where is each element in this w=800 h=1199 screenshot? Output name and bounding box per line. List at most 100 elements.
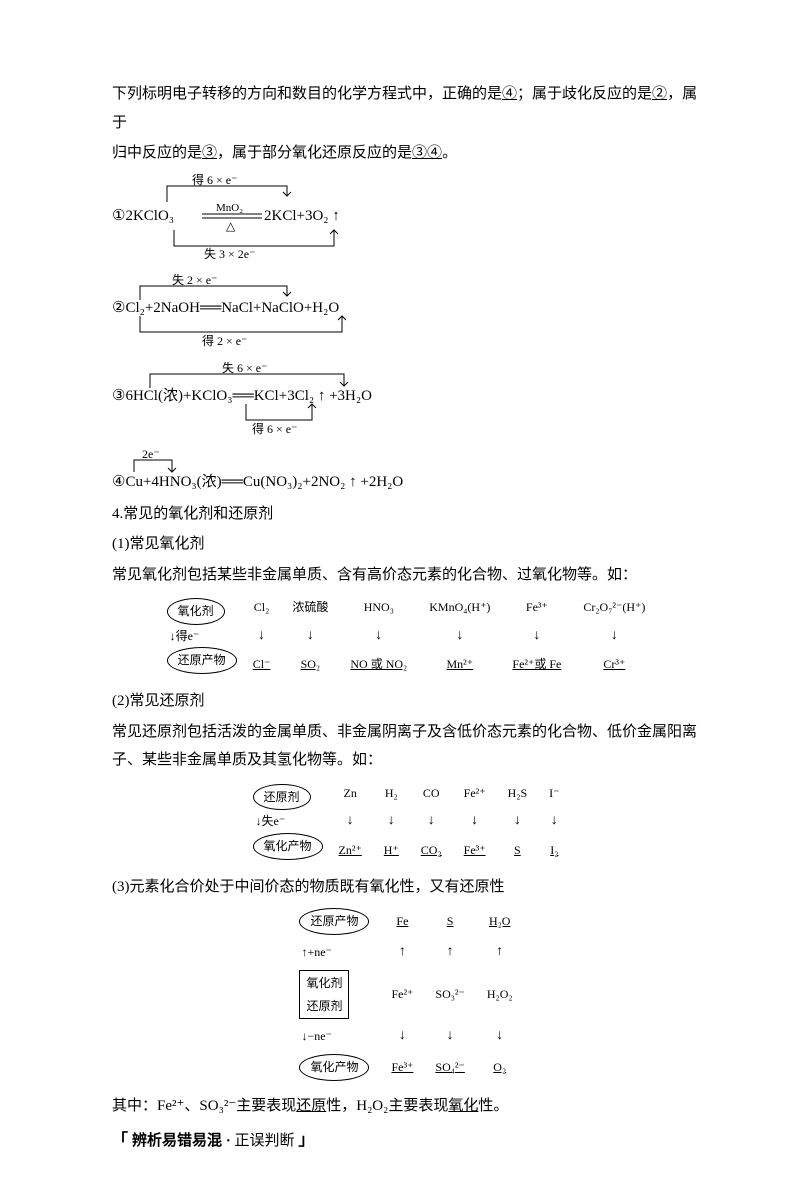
text: 。 [442,145,457,161]
cell: Fe²⁺或 Fe [502,652,571,677]
cell: SO₃²⁻ [425,969,474,1021]
eq4-svg: 2e⁻ ④Cu+4HNO₃(浓)══Cu(NO₃)₂+2NO₂ ↑ +2H₂O [112,450,512,494]
cell: Fe²⁺ [381,969,423,1021]
cell: Zn [329,781,372,806]
eq3-formula: ③6HCl(浓)+KClO₃══KCl+3Cl₂ ↑ +3H₂O [112,387,372,404]
equation-2: 失 2 × e⁻ ②Cl₂+2NaOH══NaCl+NaClO+H₂O 得 2 … [112,274,700,348]
oxidizer-table: 氧化剂 ↓得e⁻ 还原产物 Cl₂ 浓硫酸 HNO₃ KMnO₄(H⁺) Fe³… [112,593,700,679]
side-label: +ne⁻ [307,945,331,959]
oval-label: 还原产物 [167,647,237,674]
footer-rest: 正误判断 [235,1133,295,1149]
eq1-heat: △ [226,219,236,233]
cell: Mn²⁺ [419,652,500,677]
cell: KMnO₄(H⁺) [419,595,500,620]
cell: H₂O [477,907,523,936]
cell: S [425,907,474,936]
intro-line-1: 下列标明电子转移的方向和数目的化学方程式中，正确的是④；属于歧化反应的是②，属于 [112,80,700,137]
section-4-title: 4.常见的氧化剂和还原剂 [112,500,700,529]
cell: Fe³⁺ [381,1053,423,1082]
side-label: 失e⁻ [262,814,286,828]
cell: Fe [381,907,423,936]
footer-strong: 辨析易错易混 [132,1132,222,1149]
oval-label: 还原剂 [253,784,311,811]
cell: CO₂ [411,838,452,863]
eq2-svg: 失 2 × e⁻ ②Cl₂+2NaOH══NaCl+NaClO+H₂O 得 2 … [112,274,432,348]
cell: I₂ [539,838,569,863]
cell: Cr³⁺ [573,652,655,677]
oval-label: 氧化剂 [167,598,225,625]
answer-3: ③ [202,145,217,161]
cell: SO₂ [282,652,338,677]
cell: Fe³⁺ [454,838,496,863]
footer-dot: · [226,1133,235,1149]
text: 下列标明电子转移的方向和数目的化学方程式中，正确的是 [112,86,502,102]
eq1-top-label: 得 6 × e⁻ [192,174,237,187]
oval-label: 还原产物 [299,908,369,935]
intermediate-table: 还原产物 Fe S H₂O ↑+ne⁻ ↑↑↑ 氧化剂 还原剂 Fe²⁺ SO₃… [112,905,700,1083]
subsection-2-body: 常见还原剂包括活泼的金属单质、非金属阴离子及含低价态元素的化合物、低价金属阳离子… [112,718,700,775]
cell: H₂S [498,781,538,806]
subsection-1-title: (1)常见氧化剂 [112,530,700,559]
text: 归中反应的是 [112,145,202,161]
cell: H₂ [374,781,409,806]
oval-label: 氧化产物 [253,833,323,860]
cell: Cr₂O₇²⁻(H⁺) [573,595,655,620]
cell: CO [411,781,452,806]
eq3-bottom-label: 得 6 × e⁻ [252,421,297,436]
answer-1: ④ [502,86,517,102]
cell: 浓硫酸 [282,595,338,620]
text: 其中：Fe²⁺、SO₃²⁻主要表现 [112,1098,296,1114]
text: 氧化剂 [306,976,342,990]
underline: 还原 [296,1098,326,1114]
table: 氧化剂 ↓得e⁻ 还原产物 Cl₂ 浓硫酸 HNO₃ KMnO₄(H⁺) Fe³… [155,593,658,679]
equation-4: 2e⁻ ④Cu+4HNO₃(浓)══Cu(NO₃)₂+2NO₂ ↑ +2H₂O [112,450,700,494]
eq4-formula: ④Cu+4HNO₃(浓)══Cu(NO₃)₂+2NO₂ ↑ +2H₂O [112,473,403,490]
cell: I⁻ [539,781,569,806]
tail-para: 其中：Fe²⁺、SO₃²⁻主要表现还原性，H₂O₂主要表现氧化性。 [112,1092,700,1121]
intro-line-2: 归中反应的是③，属于部分氧化还原反应的是③④。 [112,139,700,168]
eq2-bottom-label: 得 2 × e⁻ [202,333,247,348]
eq3-svg: 失 6 × e⁻ ③6HCl(浓)+KClO₃══KCl+3Cl₂ ↑ +3H₂… [112,362,472,436]
cell: SO₄²⁻ [425,1053,474,1082]
cell: H⁺ [374,838,409,863]
text: 性，H₂O₂主要表现 [326,1098,448,1114]
reducer-table: 还原剂 ↓失e⁻ 氧化产物 Zn H₂ CO Fe²⁺ H₂S I⁻ ↓↓↓↓↓… [112,779,700,865]
cell: NO 或 NO₂ [340,652,417,677]
eq1-svg: 得 6 × e⁻ MnO₂ △ ①2KClO₃ 2KCl+3O₂ ↑ 失 3 ×… [112,174,372,260]
text: 性。 [478,1098,508,1114]
cell: Fe³⁺ [502,595,571,620]
eq1-right: 2KCl+3O₂ ↑ [264,208,340,224]
oval-label: 氧化产物 [299,1054,369,1081]
eq4-top-label: 2e⁻ [142,450,160,461]
eq1-bottom-label: 失 3 × 2e⁻ [204,246,255,260]
subsection-2-title: (2)常见还原剂 [112,687,700,716]
side-label: 得e⁻ [176,629,200,643]
cell: HNO₃ [340,595,417,620]
subsection-3-title: (3)元素化合价处于中间价态的物质既有氧化性，又有还原性 [112,873,700,902]
underline: 氧化 [448,1098,478,1114]
table: 还原产物 Fe S H₂O ↑+ne⁻ ↑↑↑ 氧化剂 还原剂 Fe²⁺ SO₃… [287,905,524,1083]
eq2-top-label: 失 2 × e⁻ [172,274,217,287]
equation-1: 得 6 × e⁻ MnO₂ △ ①2KClO₃ 2KCl+3O₂ ↑ 失 3 ×… [112,174,700,260]
cell: Zn²⁺ [329,838,372,863]
cell: H₂O₂ [477,969,523,1021]
cell: Cl₂ [243,595,281,620]
side-label: −ne⁻ [307,1029,331,1043]
page: 下列标明电子转移的方向和数目的化学方程式中，正确的是④；属于歧化反应的是②，属于… [0,0,800,1199]
eq1-left: ①2KClO₃ [112,208,174,224]
subsection-1-body: 常见氧化剂包括某些非金属单质、含有高价态元素的化合物、过氧化物等。如： [112,561,700,590]
section-footer: 「 辨析易错易混 · 正误判断 」 [112,1126,700,1156]
cell: Cl⁻ [243,652,281,677]
text: ；属于歧化反应的是 [517,86,652,102]
eq2-formula: ②Cl₂+2NaOH══NaCl+NaClO+H₂O [112,300,339,316]
cell: S [498,838,538,863]
equation-3: 失 6 × e⁻ ③6HCl(浓)+KClO₃══KCl+3Cl₂ ↑ +3H₂… [112,362,700,436]
text: 还原剂 [306,999,342,1013]
eq1-catalyst: MnO₂ [216,202,243,214]
cell: Fe²⁺ [454,781,496,806]
table: 还原剂 ↓失e⁻ 氧化产物 Zn H₂ CO Fe²⁺ H₂S I⁻ ↓↓↓↓↓… [241,779,572,865]
answer-2: ② [652,86,667,102]
text: ，属于部分氧化还原反应的是 [217,145,412,161]
rect-label: 氧化剂 还原剂 [299,970,349,1020]
answer-4: ③④ [412,145,442,161]
